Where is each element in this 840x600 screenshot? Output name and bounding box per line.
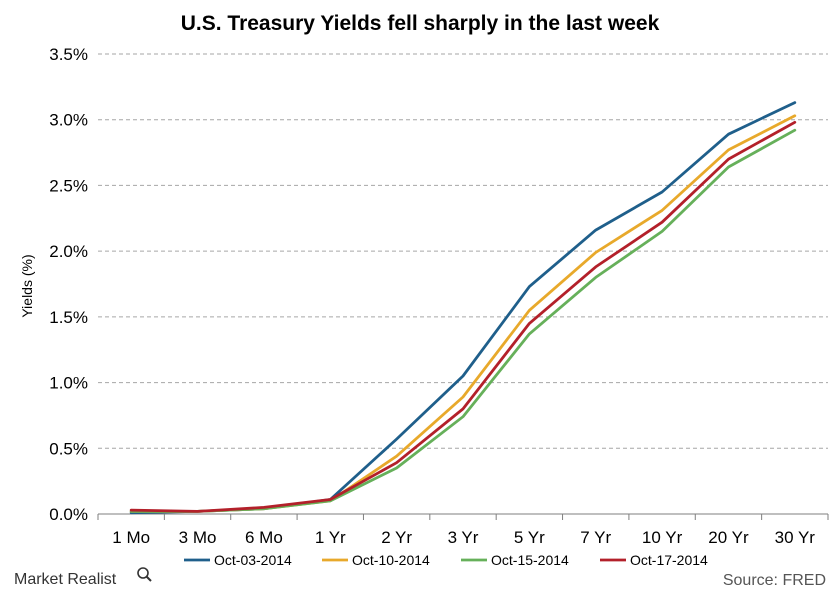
series-line-oct-15-2014: [129, 128, 797, 513]
market-realist-logo: Market Realist: [14, 567, 152, 588]
y-tick-label: 2.0%: [49, 242, 88, 261]
x-tick-label: 1 Yr: [315, 528, 346, 547]
x-tick-label: 3 Yr: [448, 528, 479, 547]
legend-label: Oct-15-2014: [491, 552, 569, 568]
magnifier-icon: [137, 567, 152, 582]
grid-layer: [98, 53, 828, 449]
x-tick-label: 7 Yr: [580, 528, 611, 547]
y-tick-label: 2.5%: [49, 176, 88, 195]
y-tick-label: 1.5%: [49, 308, 88, 327]
y-tick-label: 3.5%: [49, 45, 88, 64]
y-tick-label: 0.0%: [49, 505, 88, 524]
brand-name: Market Realist: [14, 571, 117, 588]
x-tick-label: 6 Mo: [245, 528, 283, 547]
legend-item: Oct-15-2014: [461, 552, 569, 568]
series-line-oct-03-2014: [129, 101, 797, 515]
legend-label: Oct-17-2014: [630, 552, 708, 568]
axis-layer: 0.0% 0.5% 1.0% 1.5% 2.0% 2.5% 3.0% 3.5% 1 Mo 3 Mo…: [49, 45, 829, 547]
chart-title: U.S. Treasury Yields fell sharply in the…: [181, 12, 660, 35]
x-tick-label: 20 Yr: [708, 528, 749, 547]
y-tick-label: 1.0%: [49, 374, 88, 393]
legend: Oct-03-2014 Oct-10-2014 Oct-15-2014 Oct-17-…: [184, 552, 708, 568]
x-tick-label: 30 Yr: [775, 528, 816, 547]
x-tick-label: 2 Yr: [381, 528, 412, 547]
x-tick-label: 3 Mo: [179, 528, 217, 547]
series-layer: [129, 101, 797, 515]
source-note: Source: FRED: [723, 572, 826, 589]
legend-label: Oct-03-2014: [214, 552, 292, 568]
legend-item: Oct-10-2014: [322, 552, 430, 568]
legend-item: Oct-17-2014: [600, 552, 708, 568]
legend-item: Oct-03-2014: [184, 552, 292, 568]
series-line-oct-17-2014: [129, 120, 797, 513]
y-tick-label: 0.5%: [49, 439, 88, 458]
series-line-oct-10-2014: [129, 114, 797, 513]
y-axis-title: Yields (%): [19, 254, 35, 317]
x-tick-label: 1 Mo: [112, 528, 150, 547]
legend-label: Oct-10-2014: [352, 552, 430, 568]
x-tick-label: 10 Yr: [642, 528, 683, 547]
y-tick-label: 3.0%: [49, 111, 88, 130]
x-tick-label: 5 Yr: [514, 528, 545, 547]
